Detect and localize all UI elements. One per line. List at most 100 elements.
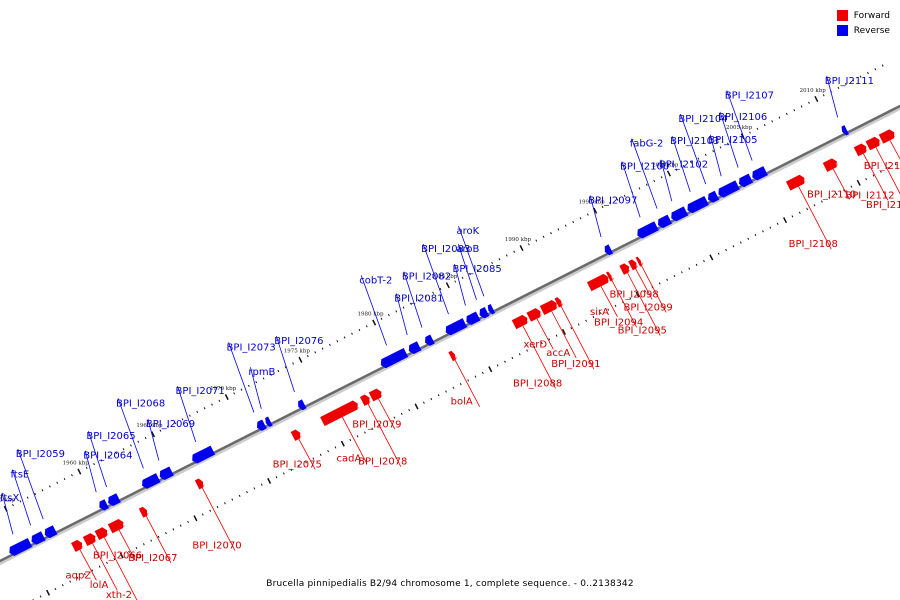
- gene-bola[interactable]: [448, 350, 458, 362]
- gene-bpi-i2100[interactable]: [637, 221, 661, 239]
- gene-rpmb[interactable]: [265, 416, 275, 427]
- axis-tick: [255, 381, 258, 384]
- gene-bpi-i2113[interactable]: [865, 136, 881, 151]
- label-leader: [536, 318, 554, 350]
- gene-bpi-i2106[interactable]: [739, 173, 755, 188]
- gene-sira[interactable]: [586, 273, 610, 292]
- axis-tick: [277, 369, 280, 373]
- gene-bpi-i2064[interactable]: [99, 499, 111, 511]
- gene-body: [445, 318, 468, 336]
- gene-body: [71, 539, 83, 552]
- gene-aqpz[interactable]: [71, 539, 84, 552]
- gene-bpi-i2076[interactable]: [298, 399, 309, 411]
- gene-bpi-i2068[interactable]: [142, 473, 163, 489]
- axis-tick: [408, 409, 411, 412]
- gene-bpi-i2103[interactable]: [687, 195, 711, 214]
- axis-tick: [100, 459, 103, 462]
- axis-tick: [188, 414, 191, 417]
- gene-body: [708, 190, 720, 203]
- axis-tick: [467, 379, 470, 382]
- gene-bpi-i2105[interactable]: [718, 180, 742, 198]
- gene-bpi-i2111[interactable]: [841, 125, 851, 136]
- axis-tick: [660, 176, 663, 179]
- gene-acca[interactable]: [539, 299, 559, 315]
- axis-tick: [157, 535, 160, 538]
- gene-label: ftsE: [10, 470, 29, 481]
- axis-tick: [518, 353, 521, 356]
- axis-tick: [71, 474, 73, 477]
- gene-arob[interactable]: [479, 306, 492, 319]
- label-leader: [726, 90, 753, 161]
- gene-bpi-i2110[interactable]: [822, 158, 839, 172]
- gene-bpi-i2104[interactable]: [708, 190, 721, 203]
- axis-tick: [224, 394, 229, 401]
- axis-tick: [179, 524, 182, 527]
- gene-cada[interactable]: [320, 400, 360, 427]
- axis-tick: [542, 235, 545, 238]
- gene-xth-2[interactable]: [94, 527, 109, 541]
- gene-bpi-i2069[interactable]: [159, 466, 176, 480]
- gene-cobt-2[interactable]: [380, 347, 410, 369]
- axis-tick: [437, 394, 440, 397]
- gene-bpi-i2091[interactable]: [554, 297, 564, 308]
- gene-bpi-i2108[interactable]: [785, 174, 806, 191]
- gene-bpi-i2088[interactable]: [511, 314, 529, 330]
- gene-xerd[interactable]: [526, 308, 542, 322]
- gene-features: [9, 125, 896, 556]
- gene-bpi-i2097[interactable]: [604, 244, 615, 256]
- gene-bpi-i2082[interactable]: [425, 334, 437, 346]
- axis-tick: [380, 317, 383, 320]
- gene-bpi-i2079[interactable]: [368, 388, 383, 402]
- gene-ftsx[interactable]: [9, 537, 35, 556]
- gene-label: BPI_I2114: [864, 161, 900, 172]
- gene-label: BPI_I2112: [845, 190, 894, 201]
- axis-tick: [290, 468, 293, 471]
- gene-bpi-i2075[interactable]: [290, 429, 302, 441]
- gene-bpi-i2071[interactable]: [192, 445, 217, 464]
- gene-body: [637, 221, 659, 239]
- gene-bpi-i2070[interactable]: [194, 478, 205, 490]
- gene-label: BPI_I2073: [227, 342, 276, 353]
- gene-bpi-i2102[interactable]: [671, 206, 691, 222]
- gene-bpi-i2094[interactable]: [606, 271, 615, 282]
- axis-tick: [386, 420, 388, 423]
- gene-body: [878, 129, 895, 144]
- gene-bpi-i2107[interactable]: [752, 166, 770, 181]
- axis-tick: [550, 232, 552, 235]
- axis-tick: [592, 315, 595, 319]
- gene-bpi-i2073[interactable]: [257, 419, 269, 431]
- gene-bpi-i2059[interactable]: [44, 525, 60, 539]
- axis-tick: [209, 509, 212, 512]
- gene-body: [99, 499, 109, 511]
- gene-arok[interactable]: [487, 304, 497, 315]
- gene-bpi-i2081[interactable]: [408, 341, 424, 355]
- gene-fabg-2[interactable]: [657, 214, 674, 229]
- axis-tick: [115, 451, 118, 455]
- axis-tick: [483, 265, 486, 268]
- gene-bpi-i2099[interactable]: [635, 256, 644, 267]
- gene-lola[interactable]: [82, 533, 97, 546]
- gene-bpi-i2083[interactable]: [445, 318, 469, 336]
- axis-tick: [579, 217, 582, 220]
- axis-tick: [570, 327, 573, 330]
- axis-tick: [769, 226, 772, 229]
- gene-bpi-i2078[interactable]: [359, 394, 372, 406]
- axis-tick: [247, 384, 250, 388]
- gene-bpi-i2095[interactable]: [619, 263, 631, 275]
- gene-bpi-i2065[interactable]: [108, 493, 123, 507]
- axis-tick: [614, 304, 617, 307]
- gene-bpi-i2112[interactable]: [853, 143, 868, 157]
- gene-bpi-i2098[interactable]: [628, 259, 639, 271]
- gene-body: [822, 158, 837, 172]
- label-leader: [627, 272, 661, 336]
- axis-tick: [297, 464, 300, 468]
- gene-bpi-i2067[interactable]: [138, 506, 149, 518]
- axis-tick: [93, 463, 95, 466]
- label-leader: [458, 226, 485, 297]
- gene-bpi-i2114[interactable]: [878, 129, 896, 144]
- axis-tick-label: 1975 kbp: [284, 349, 311, 355]
- gene-ftse[interactable]: [31, 531, 48, 545]
- gene-bpi-i2085[interactable]: [466, 311, 483, 325]
- gene-label: aqpZ: [66, 570, 92, 581]
- gene-bpi-i2066[interactable]: [107, 519, 125, 534]
